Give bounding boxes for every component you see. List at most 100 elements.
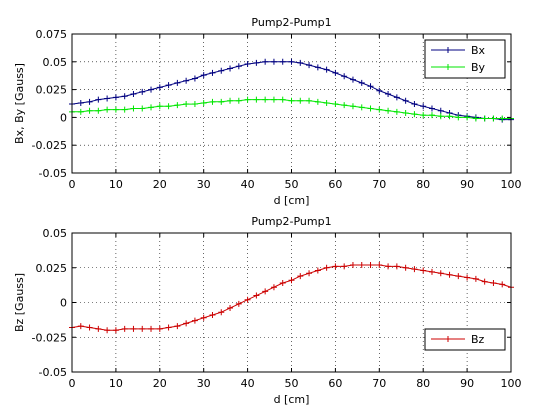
data-point-bx bbox=[174, 79, 181, 86]
top-series bbox=[69, 58, 514, 123]
data-point-bz bbox=[288, 277, 295, 284]
top-x-tick-label: 40 bbox=[241, 178, 255, 191]
data-point-by bbox=[446, 113, 453, 120]
data-point-by bbox=[262, 96, 269, 103]
data-point-bx bbox=[349, 76, 356, 83]
bottom-y-tick-label: -0.05 bbox=[39, 366, 67, 379]
data-point-bz bbox=[341, 263, 348, 270]
data-point-bx bbox=[191, 75, 198, 82]
top-x-tick-label: 20 bbox=[153, 178, 167, 191]
data-point-by bbox=[139, 105, 146, 112]
data-point-bz bbox=[314, 267, 321, 274]
data-point-bz bbox=[183, 320, 190, 327]
data-point-bz bbox=[156, 325, 163, 332]
data-point-bx bbox=[235, 63, 242, 70]
data-point-bx bbox=[244, 61, 251, 68]
data-point-bx bbox=[121, 93, 128, 100]
top-y-tick-label: -0.05 bbox=[39, 167, 67, 180]
top-legend-box bbox=[424, 39, 506, 79]
data-point-by bbox=[314, 98, 321, 105]
data-point-bz bbox=[148, 325, 155, 332]
data-point-by bbox=[104, 106, 111, 113]
bottom-legend: Bz bbox=[424, 328, 506, 351]
bottom-x-tick-label: 40 bbox=[241, 377, 255, 390]
data-point-bz bbox=[420, 267, 427, 274]
data-point-by bbox=[279, 96, 286, 103]
data-point-bx bbox=[367, 83, 374, 90]
data-point-by bbox=[148, 104, 155, 111]
data-point-bx bbox=[428, 105, 435, 112]
top-y-tick-label: 0.05 bbox=[43, 56, 68, 69]
data-point-bx bbox=[279, 58, 286, 65]
data-point-bx bbox=[165, 82, 172, 89]
data-point-by bbox=[358, 104, 365, 111]
data-point-by bbox=[218, 98, 225, 105]
bottom-y-tick-label: 0 bbox=[60, 297, 67, 310]
data-point-bz bbox=[437, 270, 444, 277]
data-point-by bbox=[472, 115, 479, 122]
data-point-by bbox=[455, 114, 462, 121]
data-point-bx bbox=[411, 101, 418, 108]
data-point-by bbox=[165, 103, 172, 110]
data-point-by bbox=[270, 96, 277, 103]
data-point-bz bbox=[402, 264, 409, 271]
top-y-tick-label: 0.025 bbox=[36, 84, 68, 97]
data-point-by bbox=[183, 101, 190, 108]
bottom-series bbox=[69, 261, 514, 334]
top-x-tick-label: 90 bbox=[460, 178, 474, 191]
bottom-x-tick-label: 10 bbox=[109, 377, 123, 390]
top-x-axis-label: d [cm] bbox=[274, 194, 310, 207]
data-point-by bbox=[464, 114, 471, 121]
data-point-bx bbox=[262, 58, 269, 65]
data-point-bx bbox=[437, 107, 444, 114]
data-point-bz bbox=[139, 325, 146, 332]
data-point-by bbox=[156, 103, 163, 110]
data-point-bx bbox=[209, 69, 216, 76]
bottom-x-tick-label: 70 bbox=[372, 377, 386, 390]
data-point-bz bbox=[165, 324, 172, 331]
data-point-bz bbox=[227, 305, 234, 312]
bottom-x-axis-label: d [cm] bbox=[274, 393, 310, 406]
top-x-tick-label: 100 bbox=[501, 178, 522, 191]
data-point-bx bbox=[420, 103, 427, 110]
data-point-bx bbox=[402, 97, 409, 104]
data-point-bz bbox=[279, 280, 286, 287]
data-point-bz bbox=[191, 317, 198, 324]
data-point-bz bbox=[332, 263, 339, 270]
data-point-bz bbox=[121, 325, 128, 332]
top-x-tick-label: 80 bbox=[416, 178, 430, 191]
data-point-bz bbox=[209, 312, 216, 319]
data-point-bz bbox=[253, 292, 260, 299]
data-point-by bbox=[367, 105, 374, 112]
data-point-bx bbox=[183, 77, 190, 84]
data-point-bz bbox=[385, 263, 392, 270]
data-point-by bbox=[174, 102, 181, 109]
bottom-x-tick-label: 90 bbox=[460, 377, 474, 390]
top-x-tick-label: 0 bbox=[69, 178, 76, 191]
data-point-bz bbox=[104, 327, 111, 334]
data-point-by bbox=[244, 96, 251, 103]
data-point-bx bbox=[218, 67, 225, 74]
data-point-bz bbox=[411, 266, 418, 273]
top-chart-title: Pump2-Pump1 bbox=[251, 16, 331, 29]
legend-marker-by bbox=[445, 64, 451, 70]
bottom-x-tick-label: 80 bbox=[416, 377, 430, 390]
data-point-bx bbox=[130, 91, 137, 98]
data-point-bz bbox=[95, 325, 102, 332]
data-point-bz bbox=[393, 263, 400, 270]
top-y-tick-label: -0.025 bbox=[32, 139, 67, 152]
data-point-by bbox=[393, 108, 400, 115]
data-point-bx bbox=[288, 58, 295, 65]
data-point-bx bbox=[341, 73, 348, 80]
bottom-x-tick-label: 60 bbox=[328, 377, 342, 390]
data-point-bx bbox=[306, 62, 313, 69]
data-point-bz bbox=[306, 270, 313, 277]
top-x-tick-label: 10 bbox=[109, 178, 123, 191]
data-point-by bbox=[306, 97, 313, 104]
bottom-y-tick-label: 0.025 bbox=[36, 262, 68, 275]
data-point-bx bbox=[104, 95, 111, 102]
bottom-y-tick-label: 0.05 bbox=[43, 227, 68, 240]
data-point-bx bbox=[148, 86, 155, 93]
bottom-x-tick-label: 50 bbox=[285, 377, 299, 390]
